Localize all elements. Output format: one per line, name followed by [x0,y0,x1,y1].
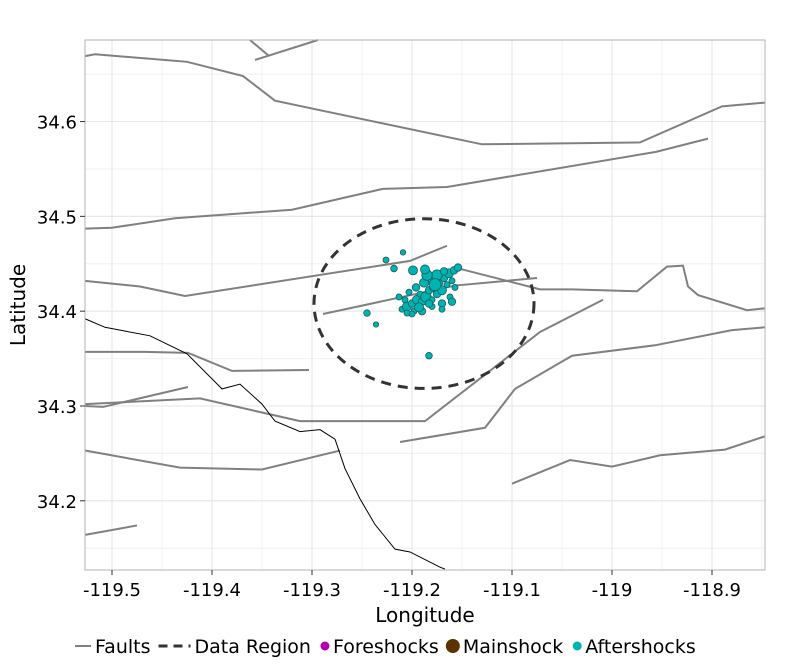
x-tick-label: -119 [592,580,633,601]
fault-line [84,244,448,298]
aftershock-point [420,264,430,275]
aftershock-point [438,305,446,313]
aftershock-point [395,293,403,301]
aftershock-point [401,296,409,304]
aftershock-point [399,249,407,256]
fault-line [254,39,319,61]
aftershock-point [428,278,442,292]
legend-point-swatch [320,641,330,651]
y-tick-label: 34.3 [37,397,77,418]
legend-label: Data Region [195,636,311,658]
coastline-layer [84,318,446,570]
aftershock-point [453,263,463,272]
fault-line [454,264,766,312]
legend: Faults Data Region Foreshocks Mainshock Afte… [75,636,696,658]
y-tick-label: 34.4 [37,302,77,323]
x-tick-label: -119.5 [83,580,141,601]
y-tick-label: 34.6 [37,113,77,134]
faults-layer [84,39,766,536]
fault-line [249,39,269,56]
x-tick-label: -119.3 [283,580,341,601]
y-tick-label: 34.5 [37,207,77,228]
y-tick-label: 34.2 [37,492,77,513]
aftershocks-layer [363,249,463,360]
aftershock-point [448,277,456,285]
aftershock-point [411,283,421,292]
aftershock-point [382,256,390,264]
fault-line [84,449,341,471]
aftershock-point [451,284,459,291]
legend-label: Foreshocks [333,636,439,658]
x-axis-label: Longitude [375,603,474,627]
data-region-circle [312,217,536,390]
aftershock-point [403,309,411,317]
aftershock-point [443,281,451,289]
x-tick-label: -119.2 [383,580,441,601]
fault-line [84,386,189,408]
legend-point-swatch [572,641,582,651]
x-tick-label: -118.9 [683,580,741,601]
data-region-layer [312,217,536,390]
x-tick-label: -119.1 [483,580,541,601]
y-axis: 34.2 34.3 34.4 34.5 34.6 [37,113,85,513]
fault-line [84,298,604,423]
fault-line [84,53,766,146]
fault-line [84,137,709,230]
legend-label: Mainshock [463,636,563,658]
aftershock-point [363,309,371,317]
grid [85,40,765,570]
x-tick-label: -119.4 [183,580,241,601]
fault-line [85,350,310,372]
aftershock-point [405,288,413,296]
aftershock-point [414,302,424,313]
aftershock-point [408,265,418,276]
legend-point-swatch [445,639,460,653]
fault-line [84,524,138,536]
aftershock-point [372,321,380,328]
x-axis: -119.5 -119.4 -119.3 -119.2 -119.1 -119 -118.9 [83,570,741,601]
y-axis-label: Latitude [6,264,30,346]
legend-label: Aftershocks [585,636,696,658]
fault-line [399,326,766,443]
aftershock-point [424,299,434,308]
coastline [84,318,446,570]
aftershock-point [390,264,398,273]
plot-border [84,39,766,571]
aftershock-point [439,267,449,276]
aftershock-point [447,297,457,306]
aftershock-point [425,352,433,360]
fault-line [511,435,766,485]
legend-label: Faults [95,636,151,658]
